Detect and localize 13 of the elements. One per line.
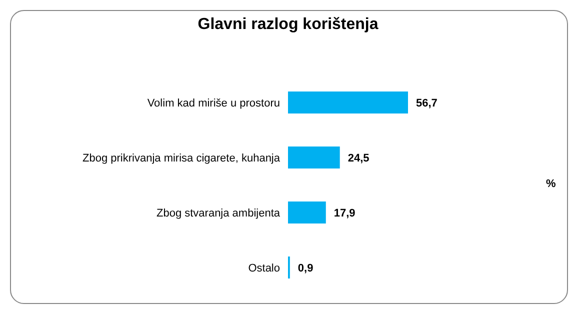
bar xyxy=(288,92,408,114)
text: % xyxy=(546,178,556,190)
y-tick-label: Volim kad miriše u prostoru xyxy=(147,97,280,110)
y-tick-label: Zbog prikrivanja mirisa cigarete, kuhanja xyxy=(82,152,281,164)
y-tick-label: Zbog stvaranja ambijenta xyxy=(156,207,281,220)
y-tick-label: Ostalo xyxy=(248,262,280,274)
bar xyxy=(288,202,326,224)
data-label: 17,9 xyxy=(334,207,356,220)
bar xyxy=(288,146,340,168)
chart-title: Glavni razlog korištenja xyxy=(196,16,380,34)
data-label: 0,9 xyxy=(298,262,314,274)
data-label: 56,7 xyxy=(416,97,438,110)
data-label: 24,5 xyxy=(348,152,370,164)
